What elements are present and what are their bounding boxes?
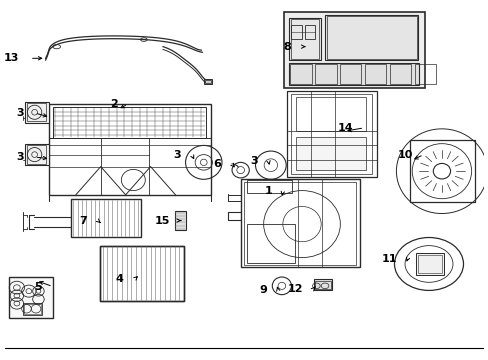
Bar xyxy=(9,277,53,318)
Bar xyxy=(314,64,336,84)
Text: 2: 2 xyxy=(109,99,117,109)
Text: 4: 4 xyxy=(116,274,123,284)
Bar xyxy=(100,246,183,301)
Text: 15: 15 xyxy=(155,216,170,226)
Bar xyxy=(325,15,418,60)
Bar xyxy=(283,12,424,87)
Text: 6: 6 xyxy=(213,159,221,169)
Bar xyxy=(417,255,441,273)
Bar xyxy=(204,80,211,83)
Bar xyxy=(315,280,330,289)
Bar xyxy=(415,253,443,275)
Bar xyxy=(291,94,371,174)
Bar xyxy=(389,64,410,84)
Text: 10: 10 xyxy=(397,150,412,159)
Bar xyxy=(53,107,206,138)
Bar xyxy=(240,179,359,267)
Bar xyxy=(364,64,386,84)
Bar xyxy=(25,102,49,123)
Text: 8: 8 xyxy=(283,42,291,51)
Bar xyxy=(175,211,185,230)
Bar xyxy=(49,104,210,195)
Bar xyxy=(414,64,435,84)
Text: 3: 3 xyxy=(17,152,24,162)
Text: 1: 1 xyxy=(264,186,272,196)
Text: 3: 3 xyxy=(17,108,24,118)
Bar xyxy=(25,144,49,165)
Bar xyxy=(246,224,294,263)
Bar xyxy=(290,19,319,59)
Bar xyxy=(288,18,321,60)
Bar xyxy=(100,246,183,301)
Text: 12: 12 xyxy=(287,284,303,294)
Bar xyxy=(244,182,355,265)
Bar xyxy=(296,97,365,131)
Bar xyxy=(24,304,41,314)
Text: 3: 3 xyxy=(173,150,181,159)
Text: 14: 14 xyxy=(337,123,353,133)
Bar xyxy=(296,136,365,170)
Bar xyxy=(71,199,140,237)
Bar xyxy=(286,91,376,177)
Text: 13: 13 xyxy=(4,53,19,63)
Bar xyxy=(289,64,311,84)
Text: 3: 3 xyxy=(250,156,257,166)
Bar xyxy=(27,103,46,121)
Bar xyxy=(291,25,302,39)
Text: 11: 11 xyxy=(381,255,396,264)
Text: 5: 5 xyxy=(35,282,42,292)
Bar xyxy=(23,303,42,315)
Text: 9: 9 xyxy=(259,285,267,295)
Bar xyxy=(313,279,331,290)
Bar xyxy=(246,180,292,193)
Text: 7: 7 xyxy=(80,216,87,226)
Bar xyxy=(326,16,416,59)
Bar xyxy=(304,25,315,39)
Bar xyxy=(409,140,473,202)
Bar xyxy=(203,79,212,84)
Bar xyxy=(27,145,46,164)
Bar xyxy=(288,63,418,85)
Bar xyxy=(339,64,361,84)
